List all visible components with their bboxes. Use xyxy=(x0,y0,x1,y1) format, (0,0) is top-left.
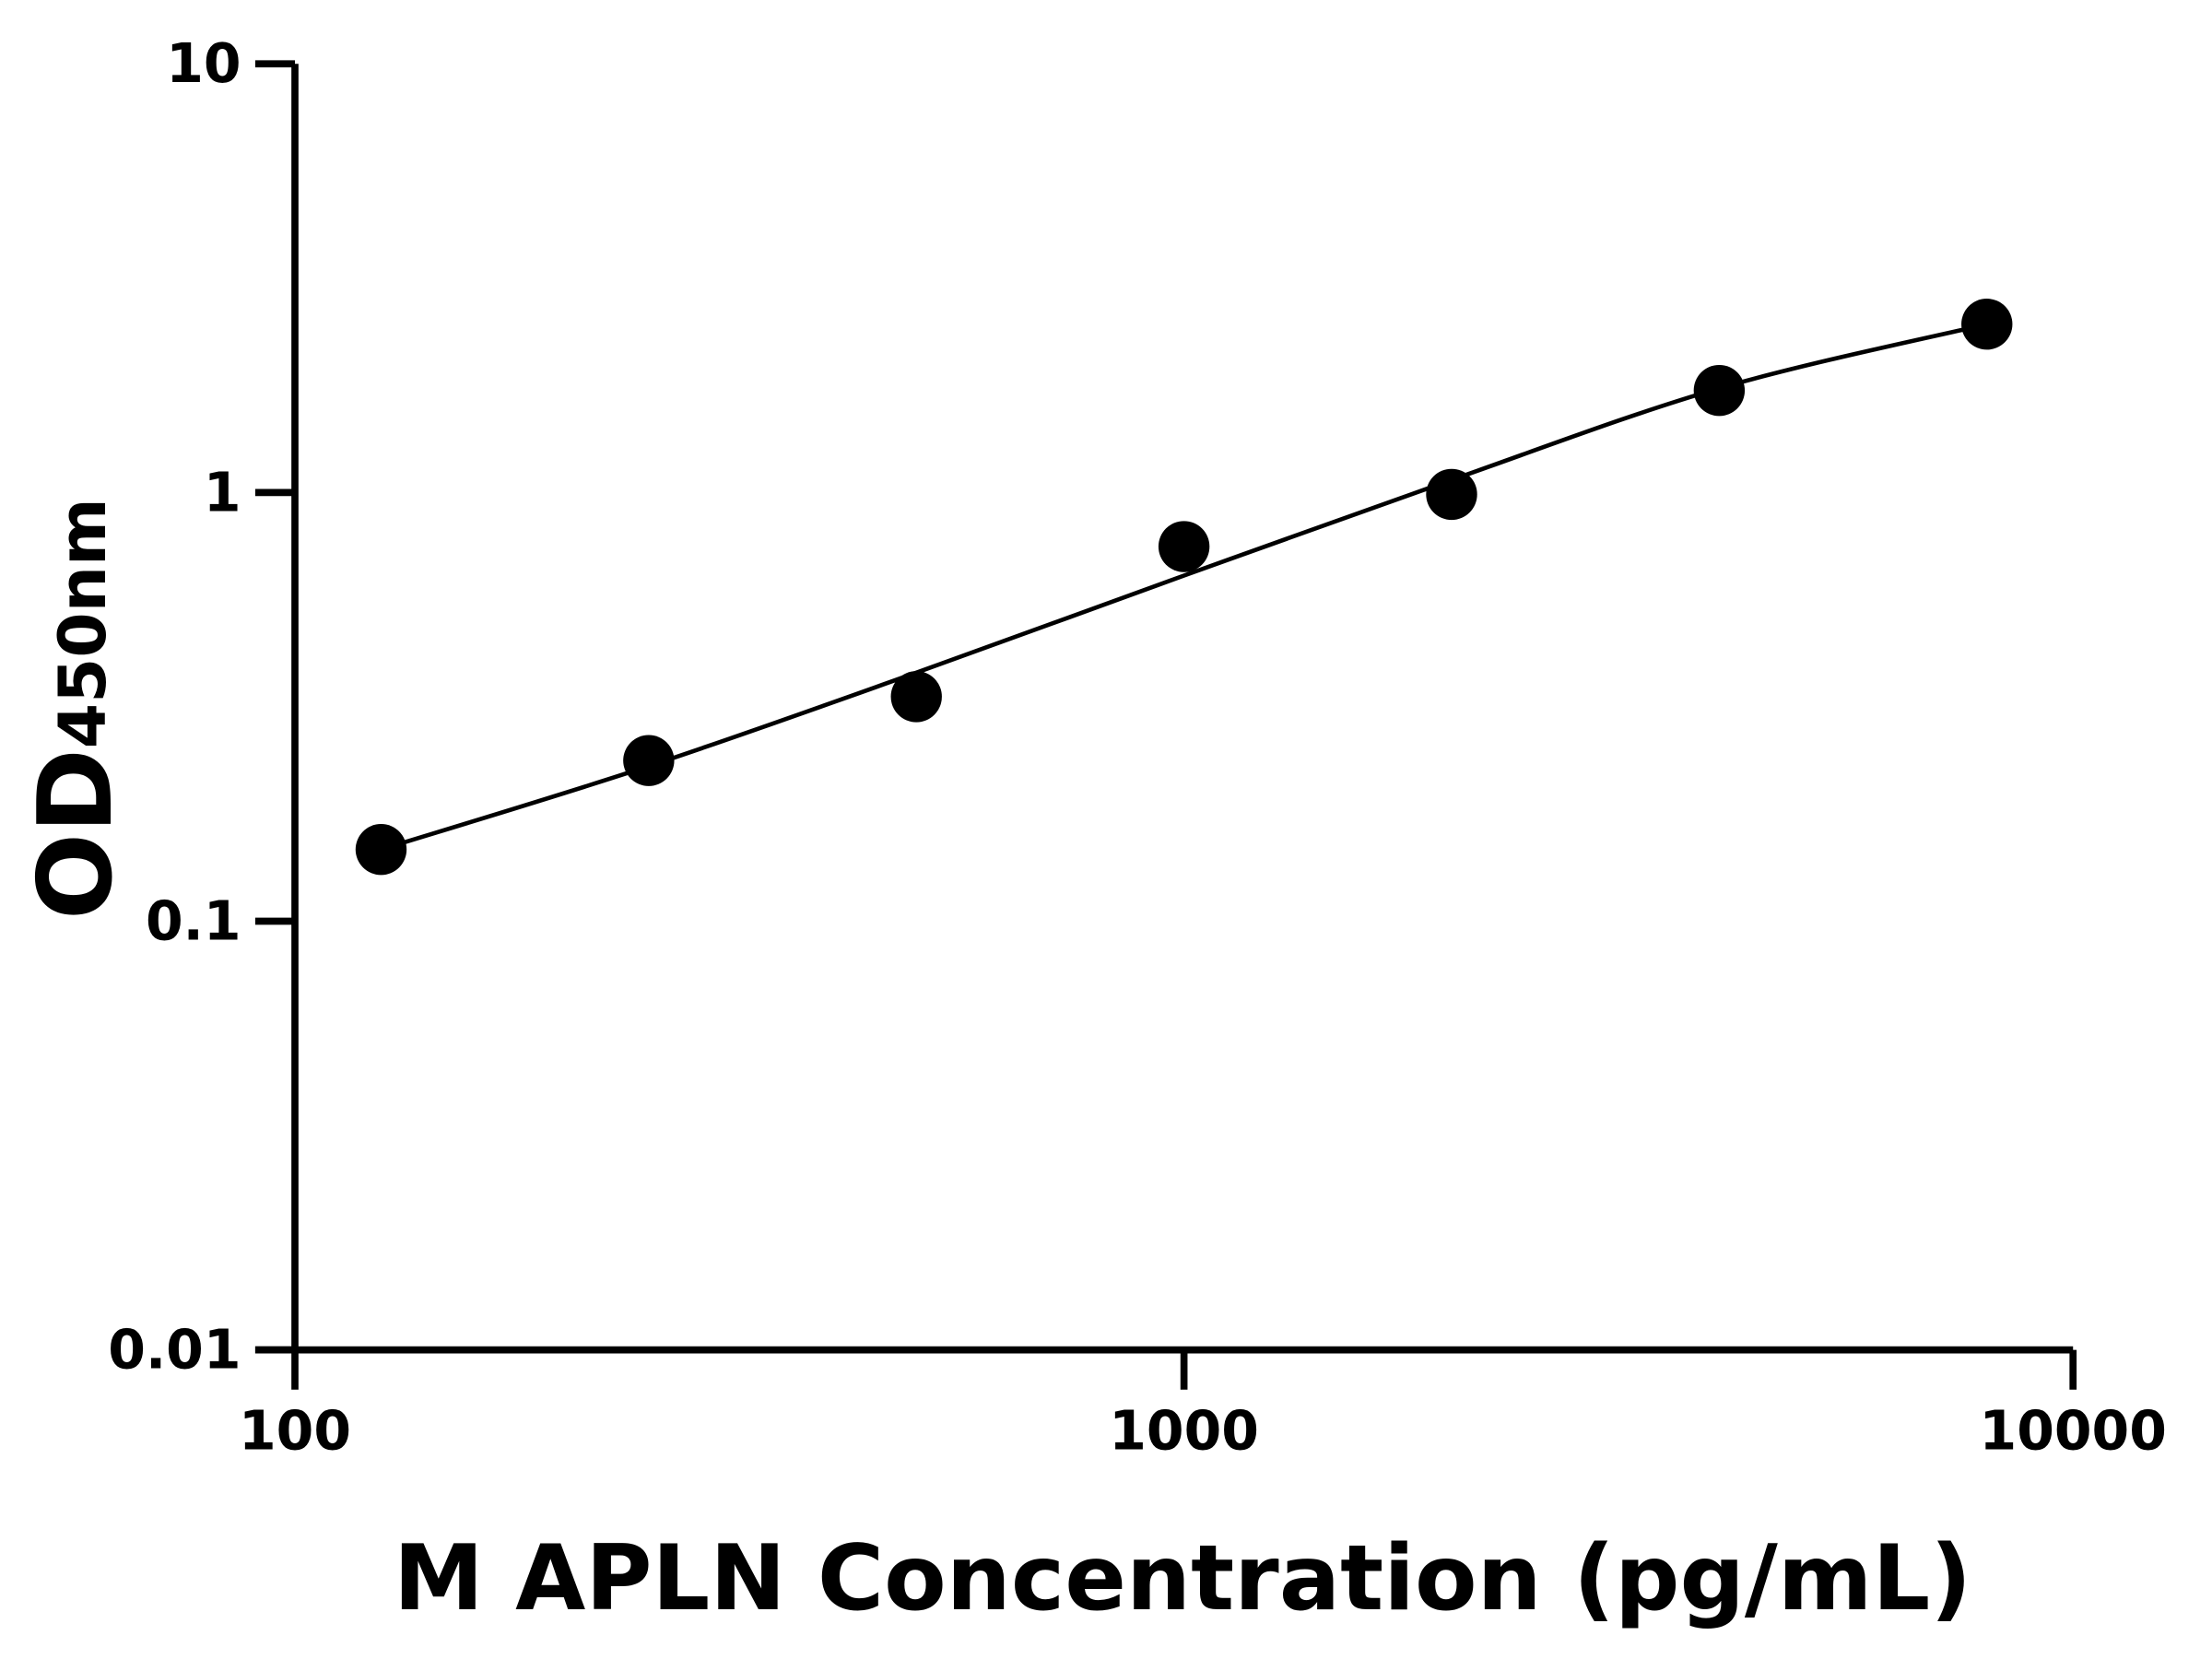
data-point xyxy=(355,823,407,876)
data-point xyxy=(890,671,942,723)
y-axis-label-main: OD xyxy=(17,748,135,920)
y-axis-label-subscript: 450nm xyxy=(44,498,121,748)
y-tick-label: 1 xyxy=(204,461,241,524)
fit-curve xyxy=(380,322,1988,852)
y-axis-label: OD450nm xyxy=(17,498,135,920)
axes: 0.01 0.1 1 10 100 1000 10000 xyxy=(108,32,2167,1462)
x-tick-label: 10000 xyxy=(1980,1399,2167,1462)
data-point xyxy=(1158,521,1210,572)
y-tick-label: 0.01 xyxy=(108,1319,241,1382)
y-axis-label-group: OD450nm xyxy=(17,498,135,920)
y-tick-label: 10 xyxy=(166,32,241,95)
data-point xyxy=(1693,364,1746,417)
x-axis-label: M APLN Concentration (pg/mL) xyxy=(394,1526,1971,1631)
x-tick-label: 1000 xyxy=(1109,1399,1259,1462)
y-tick-label: 0.1 xyxy=(146,889,241,952)
x-tick-label: 100 xyxy=(239,1399,351,1462)
data-point xyxy=(623,735,675,786)
data-points xyxy=(355,299,2013,876)
data-point xyxy=(1426,468,1477,521)
data-point xyxy=(1961,299,2013,350)
